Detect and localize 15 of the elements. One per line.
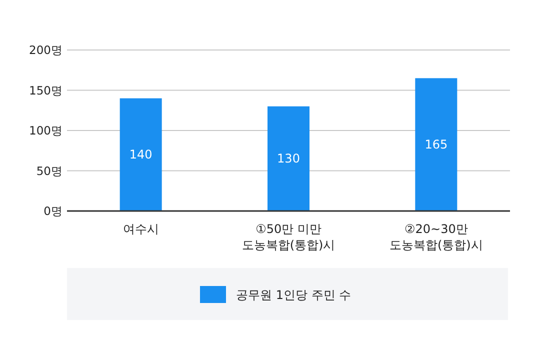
x-tick-label: ②20~30만 도농복합(통합)시 [389,222,483,252]
data-label: 140 [129,148,152,162]
data-label: 130 [277,152,300,166]
y-tick-label: 100명 [29,124,63,138]
y-tick-label: 50명 [36,164,63,178]
legend-label: 공무원 1인당 주민 수 [236,288,352,302]
y-tick-label: 200명 [29,43,63,57]
y-tick-label: 0명 [44,204,63,218]
bar [268,106,310,211]
x-tick-label: ①50만 미만 도농복합(통합)시 [242,222,336,252]
x-tick-label: 여수시 [122,222,159,236]
bar [415,78,458,211]
data-label: 165 [424,138,448,152]
bar [120,98,162,211]
y-tick-label: 150명 [29,83,63,98]
